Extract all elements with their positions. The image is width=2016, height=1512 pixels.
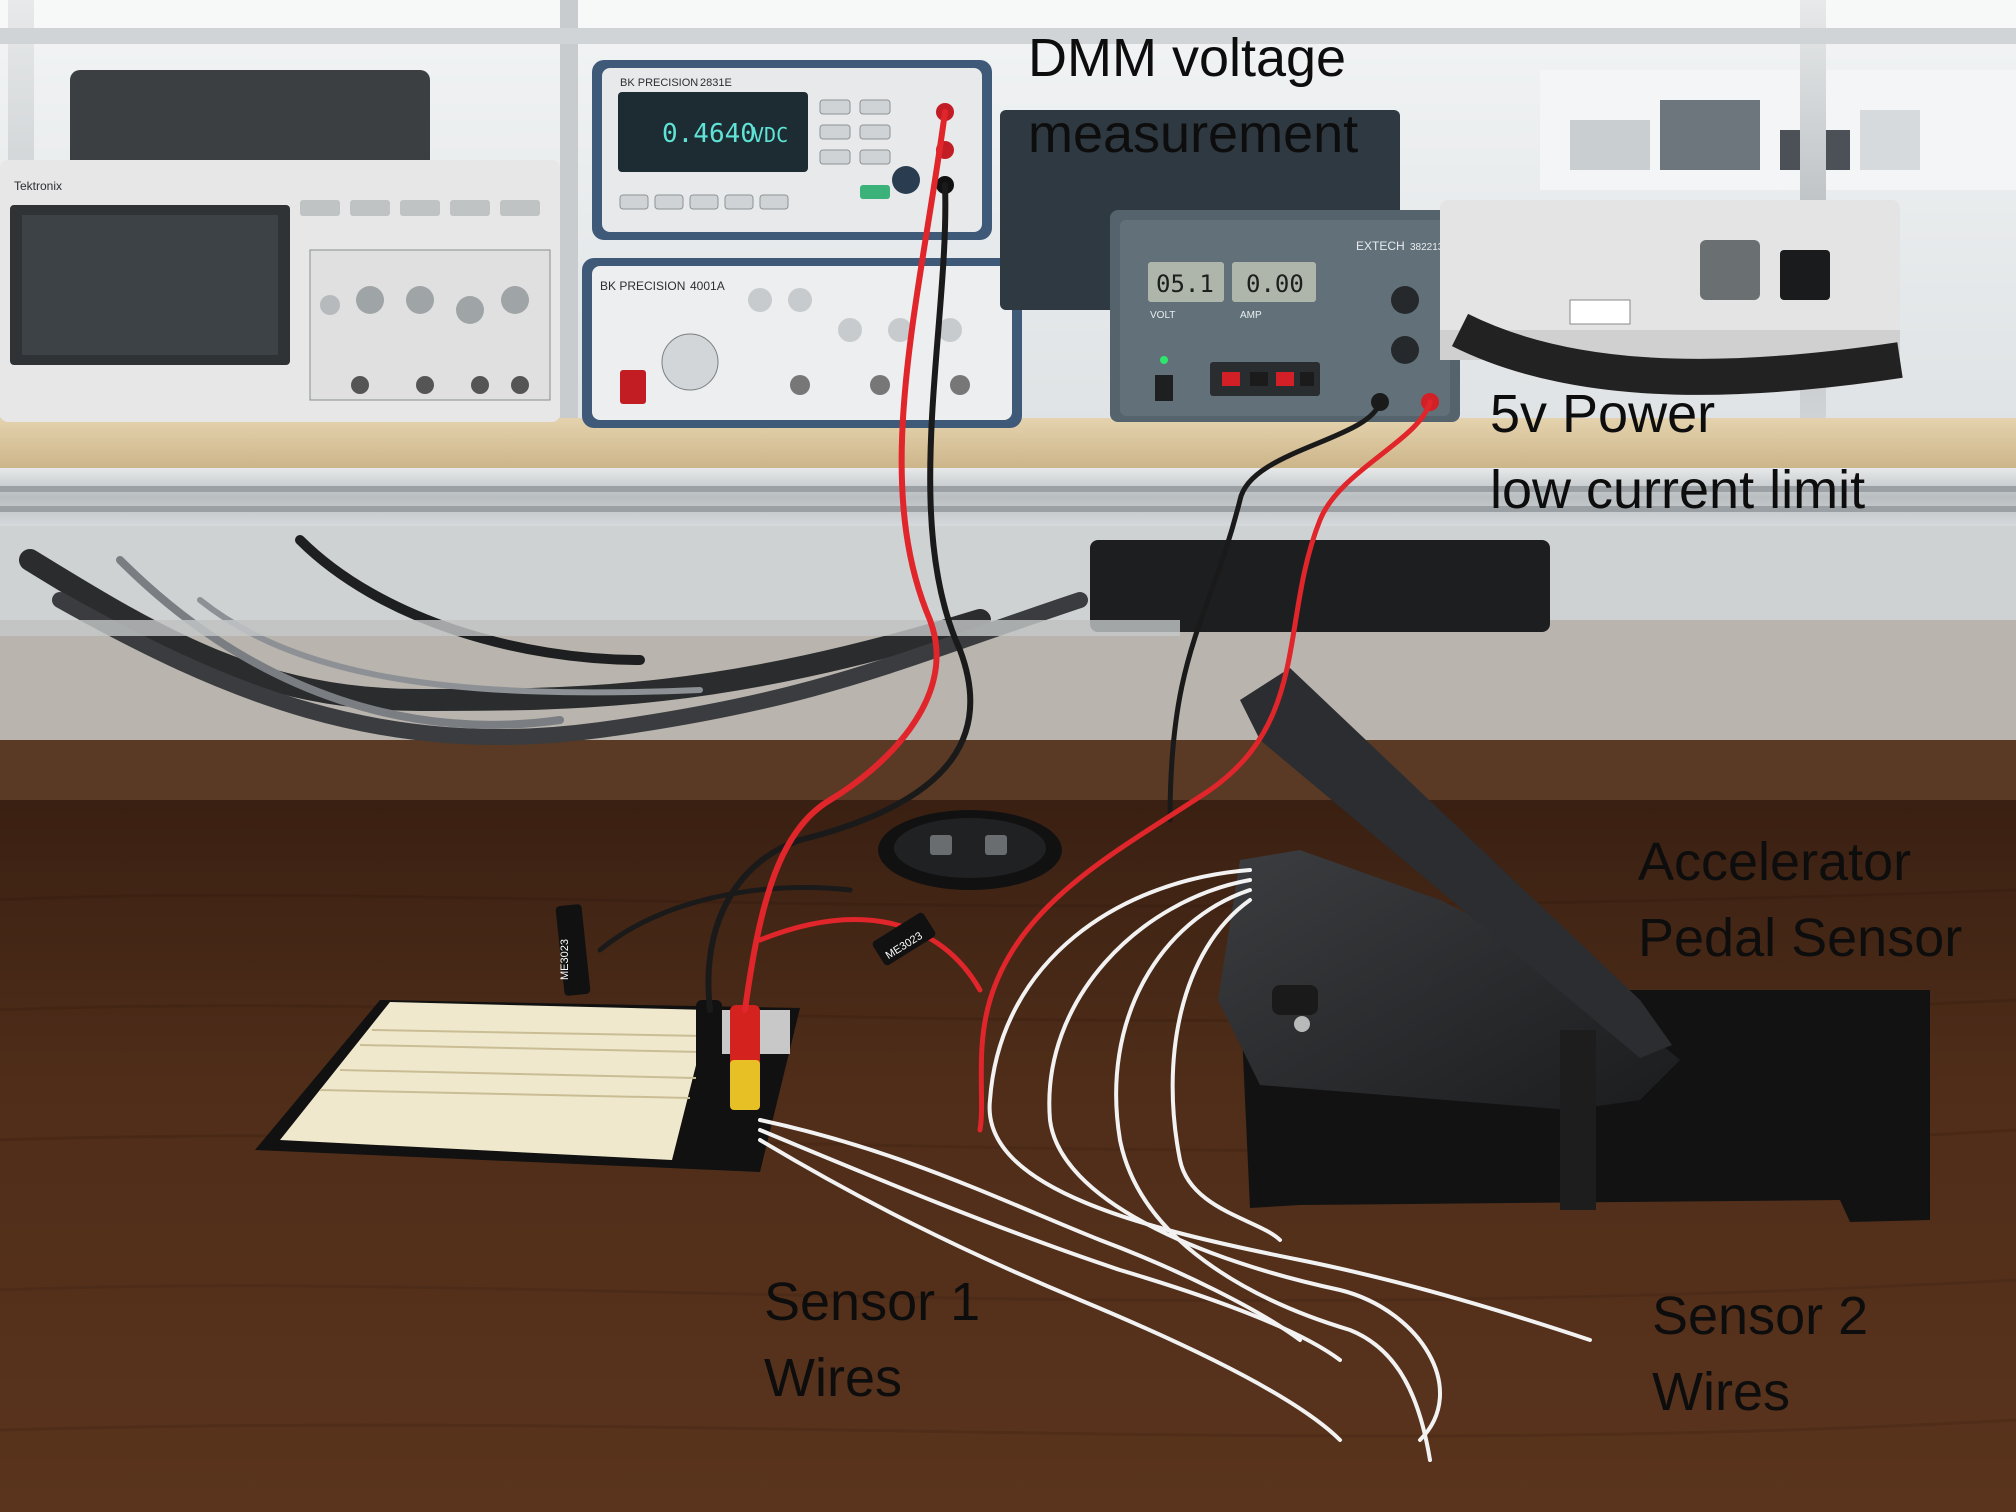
pedal-callout-line2: Pedal Sensor [1638, 908, 1963, 968]
dmm-reading: 0.4640 [662, 119, 756, 149]
dmm-callout-line1: DMM voltage [1028, 28, 1347, 88]
dmm-unit: BK PRECISION 2831E 0.4640 VDC [592, 60, 992, 240]
accelerator-pedal [1218, 668, 1930, 1222]
sensor2-callout-line1: Sensor 2 [1652, 1286, 1869, 1346]
function-generator: BK PRECISION 4001A [582, 258, 1022, 428]
psu-current-display: 0.00 [1246, 270, 1304, 298]
sensor1-callout-line2: Wires [764, 1348, 902, 1408]
wires [597, 109, 1592, 1462]
power-supply-callout: 5v Power low current limit [1490, 376, 1865, 528]
oscilloscope: Tektronix [0, 70, 560, 422]
svg-text:EXTECH: EXTECH [1356, 239, 1405, 253]
dmm-voltage-callout: DMM voltage measurement [1028, 20, 1358, 172]
sensor1-callout-line1: Sensor 1 [764, 1272, 981, 1332]
pedal-sensor-callout: Accelerator Pedal Sensor [1638, 824, 1962, 976]
sensor2-callout-line2: Wires [1652, 1362, 1790, 1422]
svg-text:2831E: 2831E [700, 77, 732, 89]
svg-text:Tektronix: Tektronix [14, 179, 62, 193]
desk-outlet [878, 810, 1062, 890]
svg-text:4001A: 4001A [690, 279, 725, 293]
dmm-callout-line2: measurement [1028, 104, 1359, 164]
power-supply: 05.1 0.00 VOLT AMP EXTECH 382213 [1110, 210, 1460, 422]
svg-text:BK PRECISION: BK PRECISION [620, 77, 698, 89]
shelf-rail [0, 468, 2016, 526]
psu-voltage-display: 05.1 [1156, 270, 1214, 298]
banana-plugs [696, 1000, 760, 1110]
svg-text:382213: 382213 [1410, 242, 1444, 253]
wire-tag: ME3023 ME3023 [555, 904, 936, 996]
svg-text:VOLT: VOLT [1150, 310, 1175, 321]
power-callout-line1: 5v Power [1490, 384, 1716, 444]
pedal-callout-line1: Accelerator [1638, 832, 1912, 892]
power-callout-line2: low current limit [1490, 460, 1866, 520]
grey-chassis [1440, 200, 1903, 395]
sensor1-wires-callout: Sensor 1 Wires [764, 1264, 980, 1416]
svg-text:BK PRECISION: BK PRECISION [600, 279, 685, 293]
svg-text:ME3023: ME3023 [559, 939, 571, 980]
svg-text:AMP: AMP [1240, 310, 1262, 321]
sensor2-wires-callout: Sensor 2 Wires [1652, 1278, 1868, 1430]
svg-text:VDC: VDC [752, 123, 788, 147]
